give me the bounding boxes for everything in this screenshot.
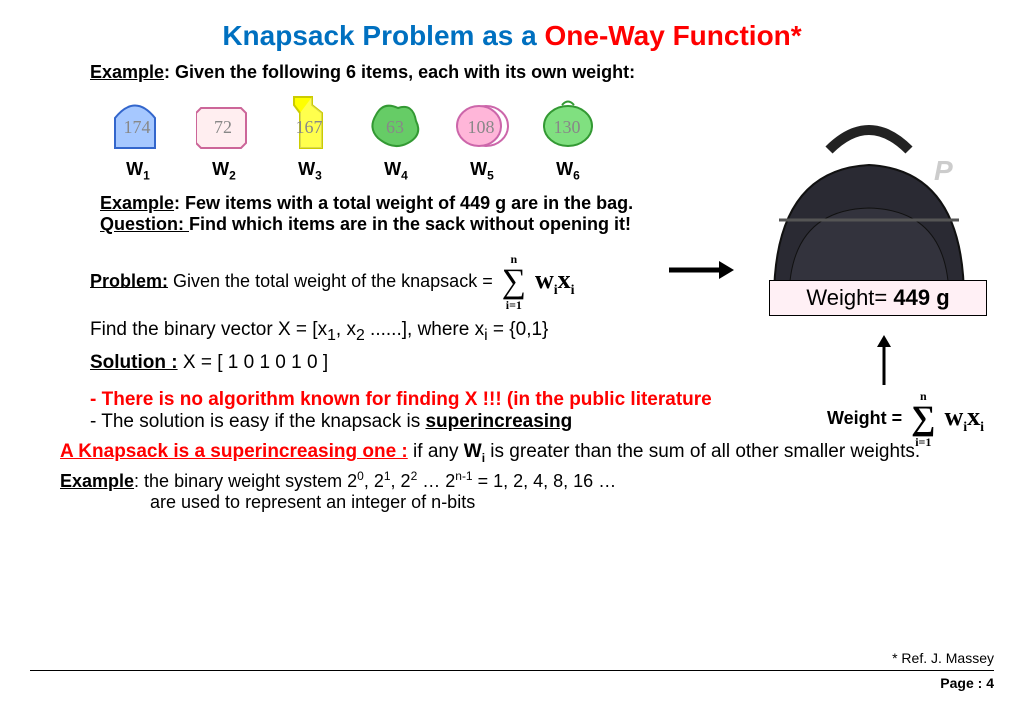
binary-example: Example: the binary weight system 20, 21… (60, 469, 994, 513)
weight-equation: Weight = n ∑ i=1 wixi (827, 390, 984, 448)
item-shape-1: 174 (110, 93, 166, 153)
item-shape-6: 130 (540, 93, 596, 153)
footer-divider (30, 670, 994, 671)
item-label-1: W1 (126, 159, 150, 183)
arrow-to-bag-icon (664, 250, 734, 295)
svg-text:167: 167 (296, 117, 323, 137)
svg-text:130: 130 (554, 117, 581, 137)
weight-value: 449 g (893, 285, 949, 310)
weight-box: Weight= 449 g (769, 280, 987, 316)
item-shape-4: 63 (368, 93, 424, 153)
title-blue: Knapsack Problem as a (222, 20, 544, 51)
item-label-6: W6 (556, 159, 580, 183)
svg-text:174: 174 (124, 117, 151, 137)
sum-sigma-2: n ∑ i=1 (911, 390, 935, 448)
up-arrow-icon (874, 335, 894, 392)
item-4: 63 W4 (368, 93, 424, 183)
question-label: Question: (100, 214, 189, 234)
sum-term-1: wixi (535, 265, 575, 294)
footer-ref: * Ref. J. Massey (30, 650, 994, 666)
question-text: Find which items are in the sack without… (189, 214, 631, 234)
footer-page: Page : 4 (30, 675, 994, 691)
problem-text: Given the total weight of the knapsack = (168, 270, 498, 290)
item-shape-2: 72 (196, 93, 252, 153)
item-3: 167 W3 (282, 93, 338, 183)
item-5: 108 W5 (454, 93, 510, 183)
sum-term-2: wixi (944, 402, 984, 431)
example-intro: Example: Given the following 6 items, ea… (90, 62, 994, 83)
example2-text: : Few items with a total weight of 449 g… (174, 193, 633, 213)
superincreasing-word: superincreasing (425, 411, 572, 432)
binary-example-line2: are used to represent an integer of n-bi… (150, 492, 994, 513)
svg-text:P: P (934, 155, 953, 186)
problem-label: Problem: (90, 270, 168, 290)
weight-eq-label: Weight = (827, 408, 907, 428)
title-red: One-Way Function* (544, 20, 801, 51)
svg-text:108: 108 (468, 117, 495, 137)
example-bin-label: Example (60, 471, 134, 491)
bag-area: P Weight= 449 g (744, 100, 994, 330)
item-2: 72 W2 (196, 93, 252, 183)
item-label-3: W3 (298, 159, 322, 183)
solution-value: X = [ 1 0 1 0 1 0 ] (178, 352, 329, 373)
item-1: 174 W1 (110, 93, 166, 183)
svg-text:63: 63 (386, 117, 404, 137)
solution-label: Solution : (90, 352, 178, 373)
item-label-2: W2 (212, 159, 236, 183)
example2-label: Example (100, 193, 174, 213)
example-label: Example (90, 62, 164, 82)
sum-sigma-1: n ∑ i=1 (502, 253, 526, 311)
super-label: A Knapsack is a superincreasing one : (60, 441, 408, 462)
footer: * Ref. J. Massey Page : 4 (30, 650, 994, 691)
item-label-5: W5 (470, 159, 494, 183)
item-shape-5: 108 (454, 93, 510, 153)
example-text: : Given the following 6 items, each with… (164, 62, 635, 82)
item-6: 130 W6 (540, 93, 596, 183)
svg-text:72: 72 (214, 117, 232, 137)
item-label-4: W4 (384, 159, 408, 183)
solution-line: Solution : X = [ 1 0 1 0 1 0 ] (90, 352, 994, 374)
weight-prefix: Weight= (806, 285, 893, 310)
slide-title: Knapsack Problem as a One-Way Function* (30, 20, 994, 52)
item-shape-3: 167 (282, 93, 338, 153)
